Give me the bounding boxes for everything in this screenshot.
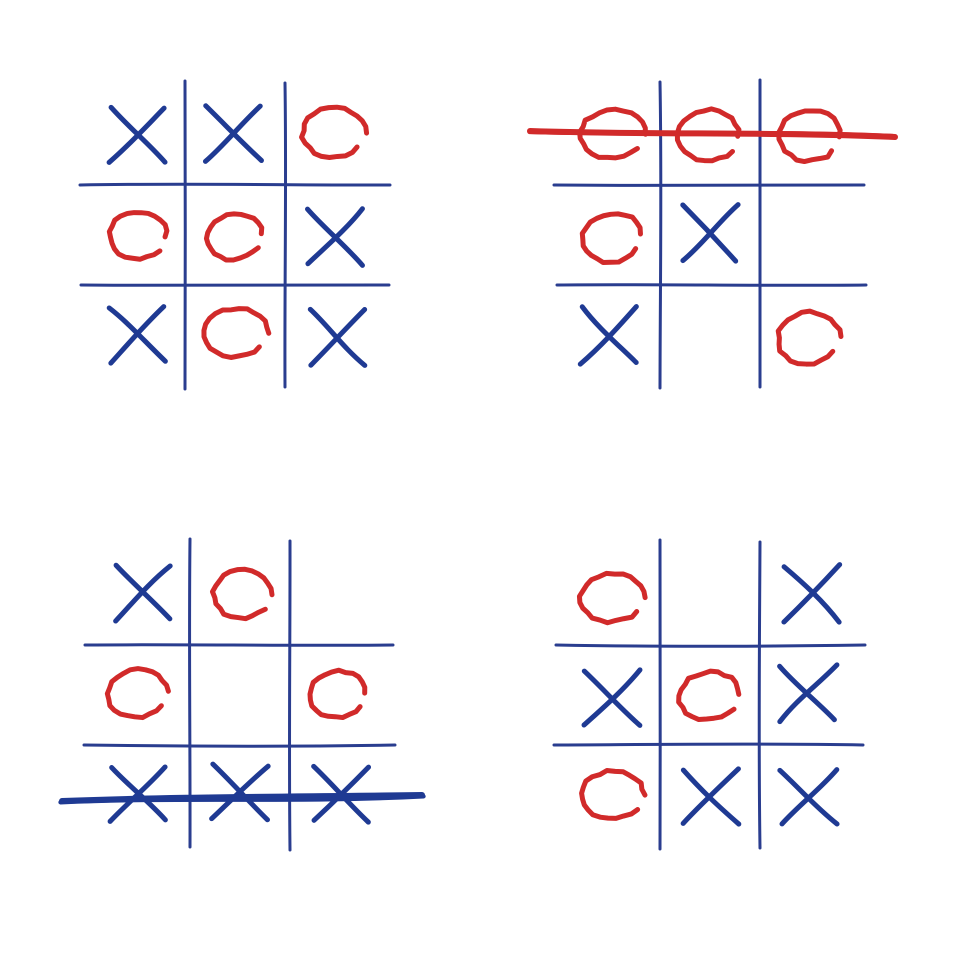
mark-x: [683, 205, 738, 262]
board-svg: [85, 85, 385, 385]
board-svg: [90, 545, 390, 845]
mark-x: [205, 106, 261, 162]
grid-line-h2: [554, 744, 863, 745]
grid-line-h1: [554, 185, 864, 186]
mark-x: [580, 307, 636, 365]
mark-x: [683, 769, 739, 824]
grid-line-v2: [285, 83, 286, 387]
board-bottom-right: [560, 545, 860, 845]
marks: [104, 565, 369, 822]
marks: [577, 565, 839, 824]
marks: [578, 107, 845, 369]
mark-x: [109, 307, 165, 364]
grid-line-h1: [80, 184, 390, 185]
grid-line-h2: [557, 285, 866, 286]
mark-o: [202, 307, 270, 360]
win-line: [60, 795, 423, 802]
grid-line-h1: [556, 645, 865, 646]
mark-x: [109, 107, 165, 162]
board-bottom-left: [90, 545, 390, 845]
mark-o: [299, 105, 368, 160]
grid-line-h2: [81, 285, 389, 286]
board-svg: [560, 85, 860, 385]
mark-x: [110, 767, 165, 821]
mark-x: [584, 670, 640, 726]
mark-o: [211, 567, 274, 621]
mark-o: [578, 208, 647, 269]
mark-x: [212, 764, 269, 820]
tic-tac-toe-gallery: [0, 0, 980, 980]
grid-line-h2: [84, 745, 395, 746]
mark-o: [775, 307, 845, 369]
marks: [109, 105, 369, 366]
board-top-left: [85, 85, 385, 385]
grid-line-v2: [760, 80, 761, 387]
mark-x: [310, 309, 365, 365]
board-svg: [560, 545, 860, 845]
mark-x: [780, 665, 837, 722]
mark-x: [784, 565, 840, 623]
mark-o: [307, 667, 369, 722]
mark-o: [675, 668, 742, 723]
mark-x: [780, 770, 837, 824]
grid-line-v2: [759, 542, 760, 848]
mark-x: [308, 209, 363, 266]
mark-o: [202, 208, 267, 265]
grid-line-v1: [660, 82, 661, 388]
mark-o: [109, 212, 168, 261]
mark-o: [104, 664, 172, 722]
mark-o: [580, 767, 647, 821]
mark-o: [577, 570, 647, 625]
grid-line-v2: [289, 541, 290, 850]
mark-x: [116, 565, 171, 621]
grid-line-h1: [85, 645, 393, 646]
board-top-right: [560, 85, 860, 385]
